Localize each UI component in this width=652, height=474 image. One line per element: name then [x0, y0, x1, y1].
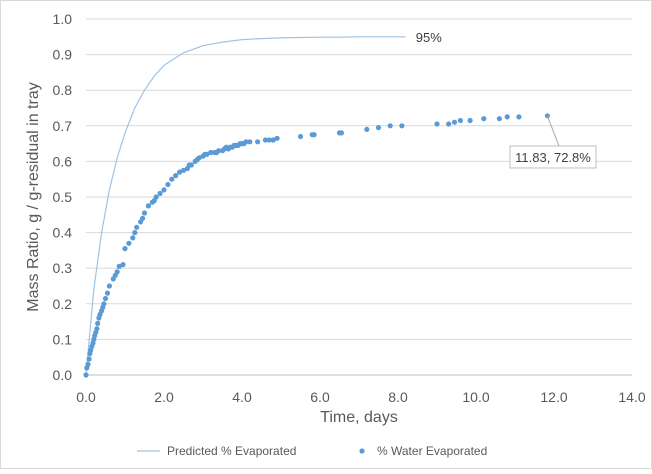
y-tick-label: 0.0: [53, 367, 73, 383]
data-point: [496, 116, 502, 122]
y-tick-label: 0.9: [53, 47, 73, 63]
x-tick-label: 4.0: [232, 389, 252, 405]
legend: Predicted % Evaporated % Water Evaporated: [137, 444, 487, 458]
data-point: [446, 121, 452, 127]
data-point: [85, 361, 91, 367]
x-tick-label: 6.0: [310, 389, 330, 405]
data-point: [161, 187, 167, 193]
data-point: [106, 283, 112, 289]
data-point: [266, 137, 272, 143]
data-point: [208, 149, 214, 156]
data-point: [140, 215, 146, 221]
data-point: [387, 123, 393, 129]
x-axis-title: Time, days: [320, 409, 398, 426]
x-tick-label: 2.0: [154, 389, 174, 405]
data-point: [255, 139, 261, 145]
x-tick-label: 8.0: [388, 389, 408, 405]
data-point: [481, 116, 487, 122]
annotation-label: 95%: [416, 30, 442, 45]
data-point: [204, 151, 210, 157]
data-point: [364, 126, 370, 132]
data-point: [101, 301, 107, 307]
data-point: [95, 320, 101, 326]
y-axis-title: Mass Ratio, g / g-residual in tray: [25, 82, 42, 311]
y-tick-label: 0.2: [53, 296, 73, 312]
data-point: [173, 173, 179, 179]
data-point: [297, 133, 304, 140]
data-point: [504, 114, 510, 120]
data-point: [177, 169, 183, 175]
data-point: [86, 356, 92, 362]
data-point: [130, 235, 136, 241]
data-point: [399, 123, 405, 129]
y-tick-label: 0.3: [53, 260, 73, 276]
x-tick-label: 0.0: [76, 389, 96, 405]
data-point: [262, 137, 268, 143]
data-point: [102, 295, 109, 302]
data-point: [165, 181, 171, 188]
y-tick-label: 0.8: [53, 82, 73, 98]
y-tick-label: 0.1: [53, 331, 73, 347]
data-point: [145, 203, 151, 209]
data-point: [153, 194, 159, 200]
y-tick-label: 0.4: [53, 225, 73, 241]
data-point: [451, 119, 458, 125]
data-point: [270, 137, 276, 143]
data-point: [122, 246, 128, 252]
data-point: [196, 155, 202, 161]
data-point: [311, 132, 317, 138]
annotations-layer: 95% 11.83, 72.8%: [416, 30, 597, 169]
data-point: [126, 240, 132, 246]
data-point: [180, 167, 187, 173]
data-point: [83, 372, 89, 378]
data-point: [216, 148, 222, 154]
data-point: [375, 125, 382, 131]
y-tick-label: 0.5: [53, 189, 73, 205]
data-point: [243, 139, 249, 145]
data-point: [516, 114, 522, 120]
series-line-predicted: [85, 36, 406, 376]
data-point: [114, 269, 120, 275]
legend-label: % Water Evaporated: [377, 444, 487, 458]
data-point: [247, 139, 253, 145]
data-point: [157, 190, 163, 196]
x-tick-label: 10.0: [462, 389, 489, 405]
legend-label: Predicted % Evaporated: [167, 444, 296, 458]
series-layer: [83, 36, 551, 378]
x-tick-label: 14.0: [618, 389, 645, 405]
data-point: [188, 162, 194, 168]
data-point: [141, 210, 148, 216]
data-point: [457, 117, 463, 124]
y-tick-label: 1.0: [53, 11, 73, 27]
data-point: [94, 326, 100, 332]
annotation-leader-line: [546, 115, 560, 147]
data-point: [544, 113, 551, 119]
annotation-label: 11.83, 72.8%: [515, 150, 591, 165]
legend-swatch-point: [359, 448, 365, 454]
x-tick-label: 12.0: [540, 389, 567, 405]
data-point: [467, 117, 473, 124]
y-axis: 0.0 0.1 0.2 0.3 0.4 0.5 0.6 0.7 0.8 0.9 1.0: [53, 11, 73, 383]
y-tick-label: 0.7: [53, 118, 73, 134]
data-point: [104, 290, 111, 296]
annotation-box: [509, 145, 597, 169]
data-point: [338, 130, 344, 136]
data-point: [132, 230, 138, 236]
data-point: [134, 224, 140, 230]
data-point: [274, 135, 280, 141]
data-point: [120, 262, 126, 268]
y-tick-label: 0.6: [53, 153, 73, 169]
data-point: [169, 176, 175, 182]
x-axis: 0.0 2.0 4.0 6.0 8.0 10.0 12.0 14.0: [76, 374, 646, 405]
data-point: [434, 121, 440, 127]
